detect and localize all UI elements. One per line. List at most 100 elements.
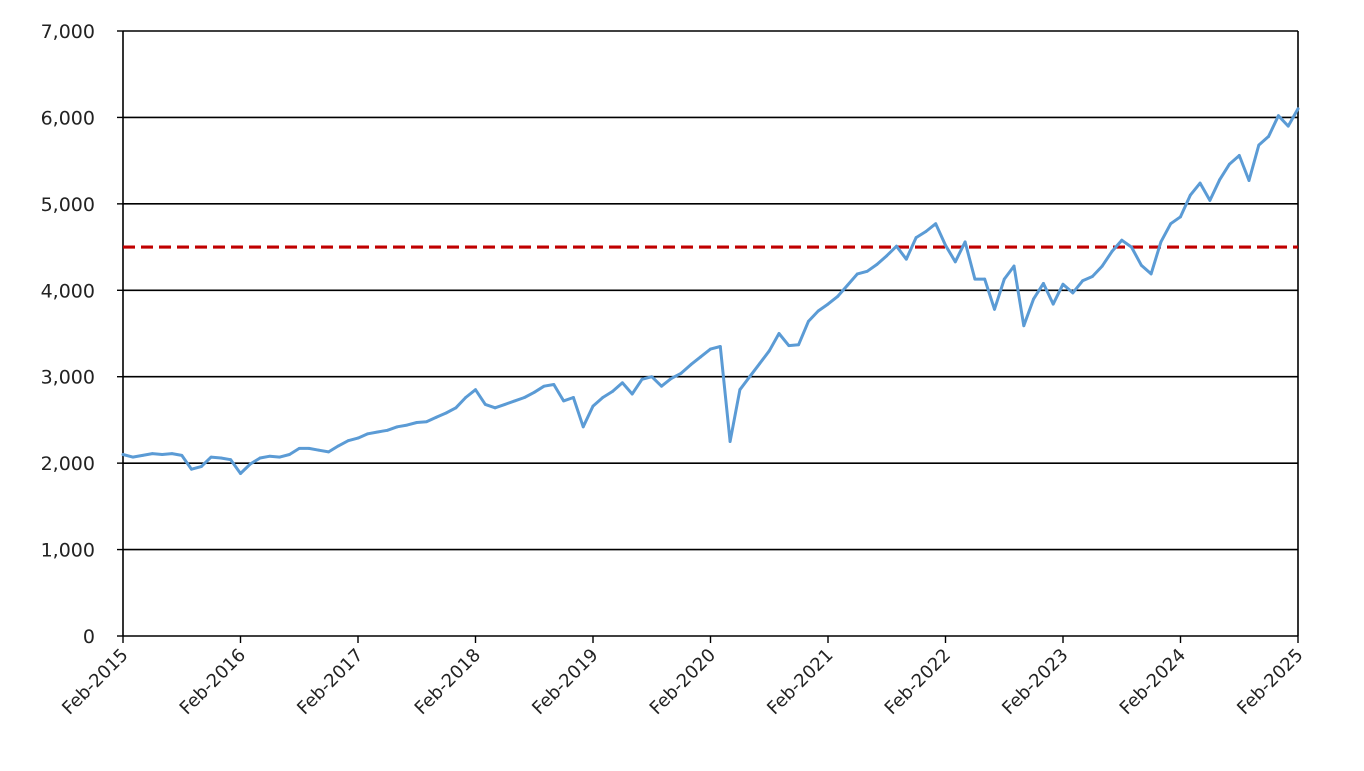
data-point-2023-04 bbox=[1081, 279, 1084, 283]
data-point-2024-07 bbox=[1228, 162, 1231, 166]
data-point-2019-03 bbox=[601, 396, 605, 399]
data-point-2022-04 bbox=[963, 240, 967, 244]
x-tick-label-2019-02: Feb-2019 bbox=[528, 645, 602, 719]
x-tick-label-2023-02: Feb-2023 bbox=[998, 645, 1072, 719]
data-point-2016-09 bbox=[307, 447, 311, 450]
data-point-2022-02 bbox=[944, 243, 947, 247]
data-point-2019-04 bbox=[611, 390, 614, 393]
data-point-2021-12 bbox=[924, 230, 928, 233]
data-point-2016-05 bbox=[268, 454, 272, 458]
data-point-2020-03 bbox=[718, 345, 722, 348]
series-line-0 bbox=[121, 107, 1300, 475]
data-point-2016-07 bbox=[288, 453, 291, 456]
axes bbox=[117, 30, 1299, 643]
data-point-2020-06 bbox=[748, 375, 752, 379]
data-point-2021-03 bbox=[836, 294, 840, 298]
y-tick-label-4000: 4,000 bbox=[41, 280, 95, 302]
data-point-2017-10 bbox=[434, 415, 438, 419]
data-point-2024-09 bbox=[1247, 179, 1251, 182]
x-tick-label-2018-02: Feb-2018 bbox=[411, 645, 485, 719]
data-point-2023-12 bbox=[1159, 240, 1163, 244]
data-point-2022-03 bbox=[953, 260, 957, 264]
data-point-2020-11 bbox=[797, 343, 801, 347]
data-point-2019-06 bbox=[630, 392, 634, 396]
data-point-2020-05 bbox=[738, 388, 742, 392]
data-point-2017-03 bbox=[366, 432, 370, 436]
data-point-2020-02 bbox=[709, 347, 712, 351]
data-point-2018-02 bbox=[474, 388, 477, 392]
data-point-2016-04 bbox=[258, 456, 262, 460]
data-point-2016-06 bbox=[278, 455, 282, 459]
x-tick-label-2021-02: Feb-2021 bbox=[763, 645, 837, 719]
data-point-2022-08 bbox=[1002, 277, 1006, 281]
data-point-2025-02 bbox=[1296, 107, 1300, 111]
x-tick-label-2016-02: Feb-2016 bbox=[176, 645, 250, 719]
data-point-2022-01 bbox=[934, 222, 938, 226]
gridlines bbox=[123, 30, 1298, 551]
data-point-2017-08 bbox=[415, 421, 419, 424]
data-point-2022-07 bbox=[993, 307, 996, 311]
data-point-2019-02 bbox=[591, 404, 595, 408]
x-tick-label-2024-02: Feb-2024 bbox=[1116, 645, 1190, 719]
data-point-2018-04 bbox=[493, 406, 497, 410]
x-tick-label-2020-02: Feb-2020 bbox=[646, 645, 720, 719]
data-point-2017-06 bbox=[395, 425, 399, 429]
data-point-2017-11 bbox=[444, 411, 448, 415]
data-point-2023-09 bbox=[1130, 245, 1133, 249]
data-point-2018-11 bbox=[562, 399, 566, 403]
data-point-2015-03 bbox=[131, 455, 135, 459]
data-point-2016-02 bbox=[239, 472, 242, 475]
data-point-2021-10 bbox=[904, 257, 908, 261]
data-point-2015-12 bbox=[219, 456, 223, 460]
data-point-2024-11 bbox=[1267, 135, 1271, 138]
data-point-2022-05 bbox=[973, 277, 977, 281]
data-point-2021-07 bbox=[875, 262, 879, 266]
data-point-2016-10 bbox=[317, 448, 321, 452]
data-point-2016-11 bbox=[327, 450, 331, 454]
y-tick-label-7000: 7,000 bbox=[41, 21, 95, 43]
data-point-2016-12 bbox=[337, 444, 340, 448]
data-point-2024-04 bbox=[1198, 181, 1202, 185]
data-point-2024-02 bbox=[1179, 215, 1182, 219]
data-point-2021-08 bbox=[885, 254, 889, 258]
data-point-2023-07 bbox=[1110, 249, 1114, 253]
data-point-2020-10 bbox=[787, 344, 791, 347]
series-group bbox=[121, 107, 1300, 475]
data-point-2020-12 bbox=[807, 320, 810, 323]
data-point-2021-01 bbox=[816, 309, 820, 313]
data-point-2021-09 bbox=[895, 244, 898, 248]
data-point-2017-05 bbox=[385, 428, 389, 432]
data-point-2022-06 bbox=[983, 277, 987, 281]
data-point-2019-07 bbox=[640, 377, 644, 381]
data-point-2020-01 bbox=[699, 355, 703, 359]
data-point-2022-09 bbox=[1012, 264, 1016, 268]
data-point-2018-12 bbox=[572, 396, 575, 399]
data-point-2022-11 bbox=[1032, 297, 1036, 301]
data-point-2024-12 bbox=[1277, 114, 1280, 118]
data-point-2020-08 bbox=[767, 349, 771, 353]
data-point-2020-04 bbox=[728, 440, 732, 443]
data-point-2022-10 bbox=[1022, 324, 1026, 328]
data-point-2016-08 bbox=[297, 447, 301, 450]
data-point-2020-07 bbox=[758, 362, 761, 366]
data-point-2023-05 bbox=[1090, 275, 1094, 278]
data-point-2017-12 bbox=[454, 406, 458, 410]
x-tick-label-2025-02: Feb-2025 bbox=[1233, 645, 1307, 719]
x-tick-label-2022-02: Feb-2022 bbox=[881, 645, 955, 719]
data-point-2018-03 bbox=[483, 402, 487, 406]
data-point-2021-05 bbox=[855, 272, 859, 276]
data-point-2017-07 bbox=[405, 423, 409, 427]
data-point-2015-09 bbox=[190, 467, 193, 471]
y-tick-label-6000: 6,000 bbox=[41, 107, 95, 129]
data-point-2019-12 bbox=[689, 363, 693, 367]
data-point-2023-01 bbox=[1051, 302, 1055, 306]
data-point-2017-04 bbox=[376, 430, 379, 434]
y-tick-labels: 0 1,000 2,000 3,000 4,000 5,000 6,000 7,000 bbox=[41, 21, 95, 648]
data-point-2018-08 bbox=[532, 390, 536, 394]
data-point-2023-10 bbox=[1139, 263, 1143, 267]
data-point-2016-03 bbox=[248, 462, 252, 466]
data-point-2024-10 bbox=[1257, 143, 1261, 147]
data-point-2020-09 bbox=[777, 332, 781, 335]
data-point-2017-02 bbox=[356, 436, 360, 440]
